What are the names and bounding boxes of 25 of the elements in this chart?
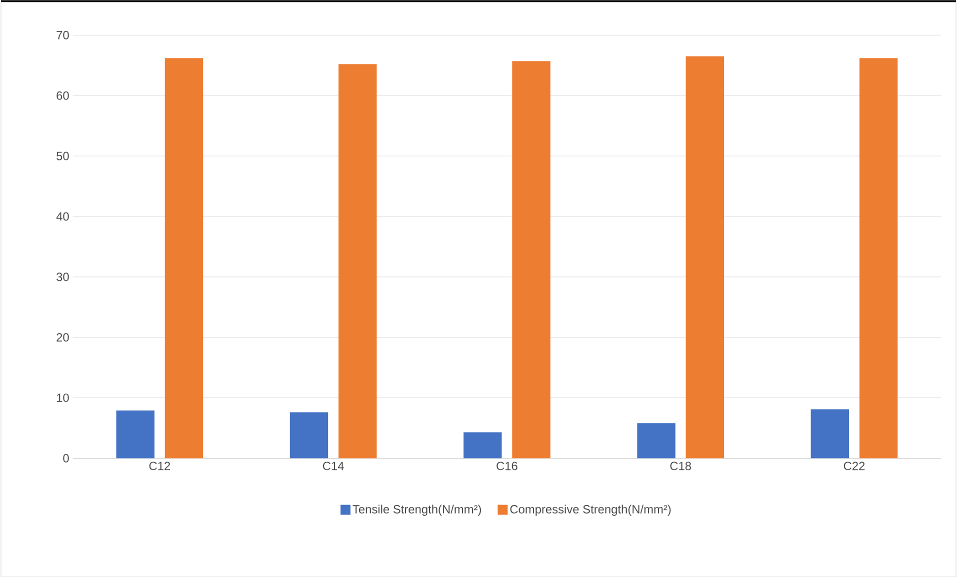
y-tick-label: 70 [56, 30, 69, 40]
y-tick-label: 10 [56, 393, 69, 402]
bar [164, 58, 204, 458]
bar [686, 56, 724, 458]
y-tick-label: 30 [56, 272, 69, 282]
bar [290, 412, 328, 458]
y-tick-label: 60 [56, 91, 69, 100]
x-tick-label: C12 [149, 462, 170, 470]
bar [637, 423, 676, 458]
y-tick-label: 50 [56, 152, 69, 160]
legend-label: Compressive Strength(N/mm²) [510, 504, 671, 516]
x-tick-label: C22 [844, 462, 865, 470]
bar [464, 432, 502, 458]
bar [512, 61, 550, 458]
y-tick-label: 40 [56, 212, 69, 221]
x-tick-label: C18 [670, 462, 692, 470]
x-tick-label: C14 [322, 462, 344, 470]
x-tick-label: C16 [496, 462, 518, 470]
bar [338, 64, 377, 458]
bar [859, 58, 898, 458]
bar [810, 409, 850, 458]
legend-label: Tensile Strength(N/mm²) [352, 504, 481, 516]
y-tick-label: 0 [63, 454, 69, 462]
y-tick-label: 20 [56, 333, 69, 342]
bar [116, 410, 154, 458]
